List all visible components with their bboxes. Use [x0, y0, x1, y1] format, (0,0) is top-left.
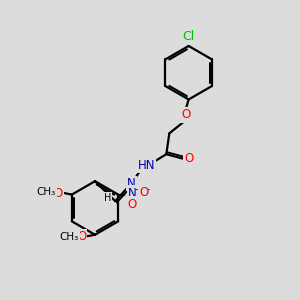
Text: O: O: [128, 198, 137, 211]
Text: -: -: [147, 184, 151, 194]
Text: O: O: [54, 187, 63, 200]
Text: H: H: [104, 193, 112, 203]
Text: O: O: [77, 230, 86, 243]
Text: N: N: [128, 187, 137, 200]
Text: HN: HN: [138, 159, 155, 172]
Text: O: O: [139, 186, 148, 199]
Text: N: N: [127, 177, 136, 190]
Text: Cl: Cl: [182, 30, 195, 43]
Text: CH₃: CH₃: [36, 187, 56, 197]
Text: CH₃: CH₃: [59, 232, 79, 242]
Text: O: O: [184, 152, 194, 165]
Text: O: O: [181, 108, 190, 122]
Text: +: +: [134, 185, 142, 194]
